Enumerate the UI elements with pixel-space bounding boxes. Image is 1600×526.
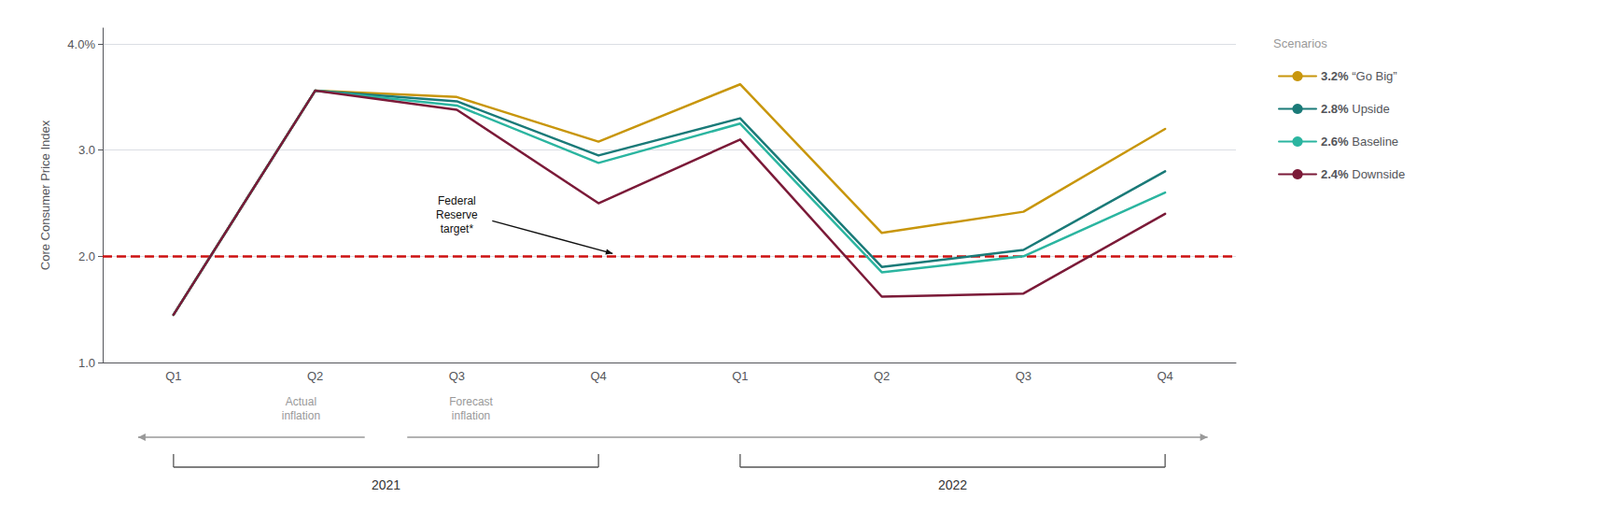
svg-text:2021: 2021 (371, 477, 401, 492)
svg-text:Baseline: Baseline (1348, 134, 1399, 149)
svg-text:inflation: inflation (451, 408, 491, 422)
svg-text:Q2: Q2 (873, 368, 890, 383)
svg-text:2.6%: 2.6% (1320, 134, 1349, 149)
svg-text:2.4%: 2.4% (1320, 167, 1349, 182)
svg-text:inflation: inflation (281, 408, 321, 422)
svg-text:Downside: Downside (1348, 167, 1406, 182)
svg-text:Q3: Q3 (1015, 368, 1032, 383)
svg-text:Forecast: Forecast (449, 394, 493, 408)
svg-text:“Go Big”: “Go Big” (1348, 69, 1398, 84)
svg-text:3.0: 3.0 (78, 142, 96, 157)
svg-text:Core Consumer Price Index: Core Consumer Price Index (38, 119, 53, 270)
svg-text:Scenarios: Scenarios (1273, 36, 1328, 51)
svg-text:4.0%: 4.0% (67, 37, 96, 52)
svg-text:3.2%: 3.2% (1320, 69, 1349, 84)
svg-text:Q4: Q4 (589, 368, 606, 383)
svg-text:target*: target* (440, 222, 475, 236)
svg-text:Q2: Q2 (307, 368, 323, 383)
svg-text:2.0: 2.0 (78, 249, 96, 264)
svg-text:2022: 2022 (938, 477, 968, 492)
svg-text:Reserve: Reserve (435, 208, 478, 222)
svg-text:1.0: 1.0 (78, 355, 96, 370)
svg-text:Federal: Federal (437, 194, 477, 208)
svg-text:Q1: Q1 (165, 368, 182, 383)
svg-text:Upside: Upside (1348, 101, 1390, 116)
svg-text:Actual: Actual (285, 394, 317, 408)
svg-text:2.8%: 2.8% (1320, 101, 1349, 116)
svg-text:Q3: Q3 (449, 368, 465, 383)
svg-text:Q4: Q4 (1156, 368, 1173, 383)
svg-text:Q1: Q1 (731, 368, 748, 383)
